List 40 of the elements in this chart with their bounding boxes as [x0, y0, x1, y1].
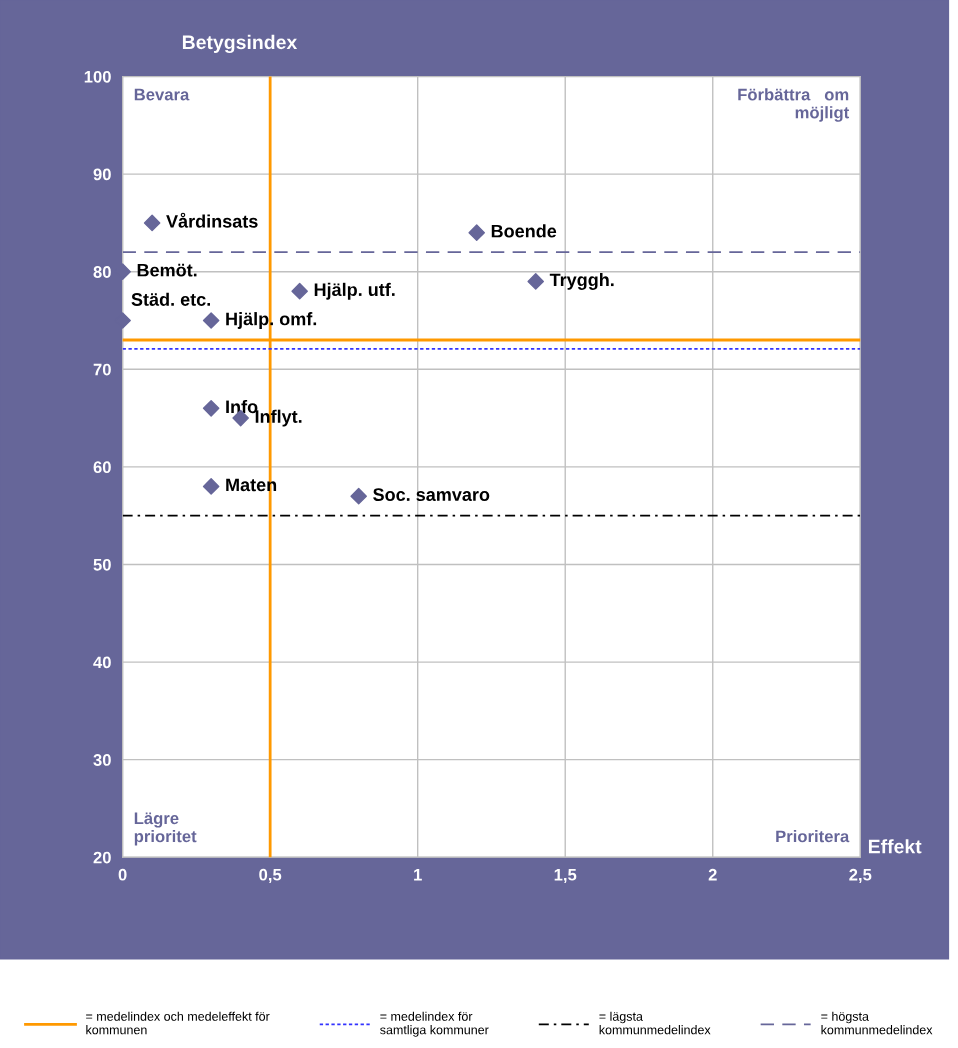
point: [291, 282, 308, 300]
annotation: Boende: [491, 224, 557, 238]
point: [202, 478, 220, 495]
x-axis-title: Effekt: [868, 839, 922, 854]
annotation: Soc. samvaro: [373, 488, 490, 502]
annotation: Tryggh.: [549, 273, 614, 290]
point: [143, 214, 161, 232]
annotation: Vårdinsats: [166, 212, 258, 228]
legend-label: = medelindex och medeleffekt för kommunen: [86, 1011, 270, 1035]
y-tick-label: 80: [93, 266, 111, 278]
y-tick-label: 20: [93, 851, 111, 864]
legend-label: = högsta kommunmedelindex: [821, 1011, 933, 1035]
y-axis-title: Betygsindex: [182, 34, 298, 54]
y-tick-label: 50: [93, 558, 111, 571]
point: [527, 273, 545, 290]
y-tick-label: 70: [93, 363, 111, 376]
annotation: Prioritera: [776, 830, 850, 843]
x-tick-label: 1: [414, 868, 422, 881]
y-tick-label: 100: [84, 70, 111, 83]
x-tick-label: 0: [118, 868, 127, 881]
y-tick-label: 60: [93, 461, 111, 474]
annotation: Bevara: [134, 88, 190, 101]
annotation: Förbättra om möjligt: [738, 88, 850, 122]
y-tick-label: 90: [93, 168, 111, 181]
point: [202, 400, 220, 417]
annotation: Hjälp. utf.: [314, 282, 395, 300]
annotation: Bemöt.: [137, 263, 197, 277]
x-tick-label: 1,5: [554, 868, 577, 884]
y-tick-label: 30: [93, 754, 111, 766]
point: [350, 487, 367, 505]
legend-label: = lägsta kommunmedelindex: [599, 1011, 711, 1035]
legend-label: = medelindex för samtliga kommuner: [380, 1011, 489, 1037]
point: [202, 312, 220, 329]
annotation: Städ. etc.: [131, 292, 210, 306]
x-tick-label: 2: [708, 868, 717, 881]
point: [468, 224, 486, 241]
x-tick-label: 0,5: [259, 868, 282, 884]
x-tick-label: 2,5: [849, 868, 872, 884]
annotation: Lägre prioritet: [134, 812, 197, 846]
y-tick-label: 40: [93, 656, 111, 669]
